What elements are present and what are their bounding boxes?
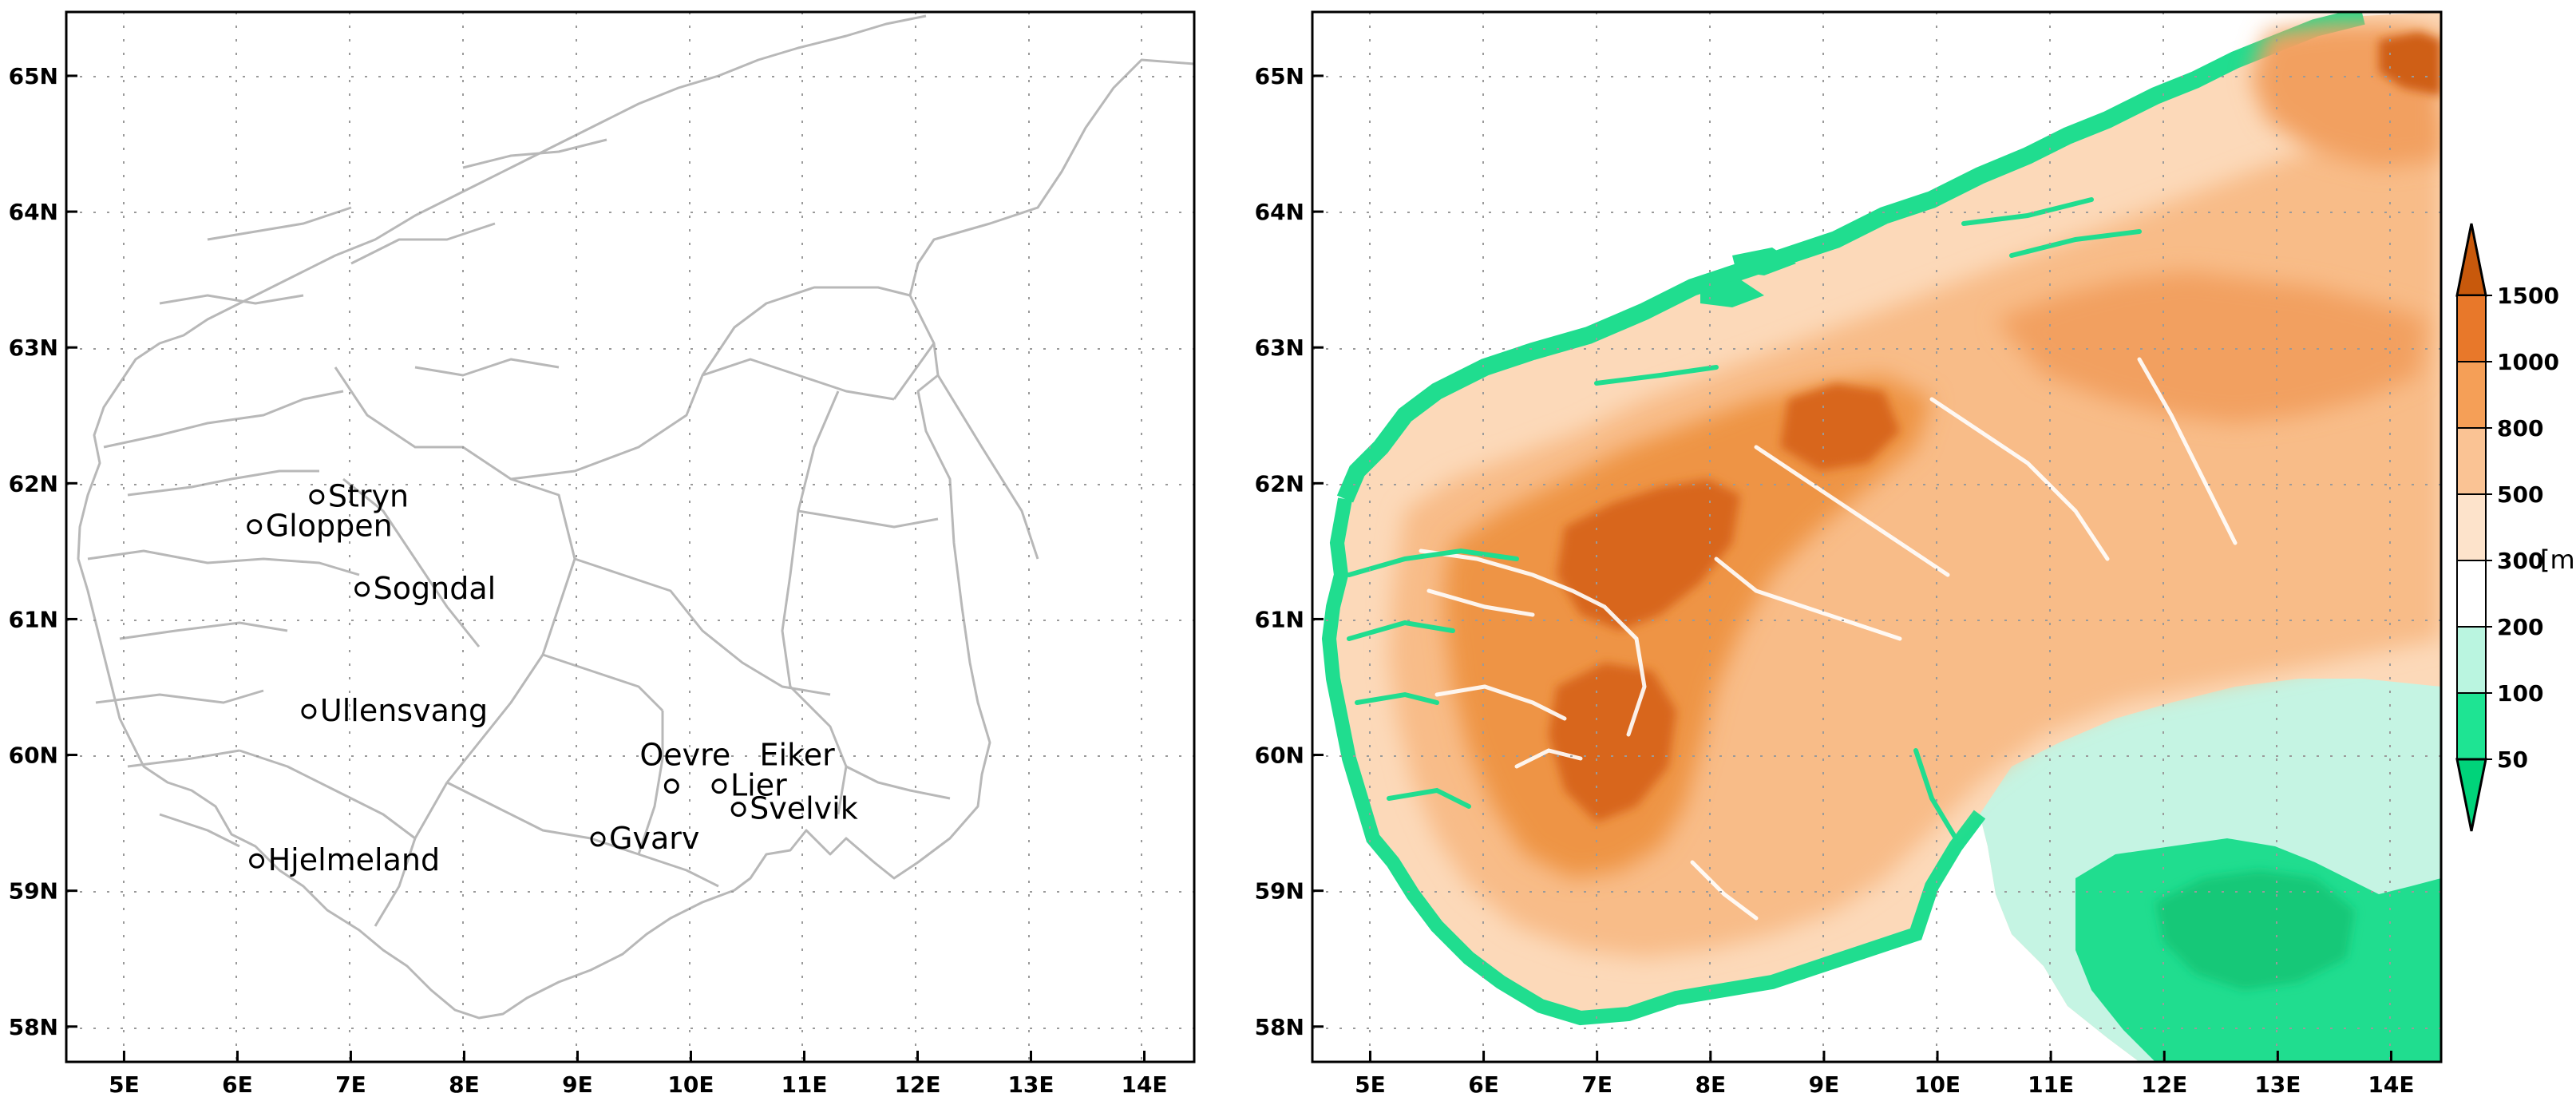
lat-label-63n: 63N bbox=[1255, 335, 1304, 361]
colorbar-segment bbox=[2456, 493, 2487, 561]
station-hjelmeland: Hjelmeland bbox=[249, 842, 441, 877]
station-marker-icon bbox=[354, 581, 370, 597]
lon-label-13e: 13E bbox=[2254, 1071, 2301, 1098]
station-gloppen: Gloppen bbox=[247, 509, 393, 544]
left-latitude-labels: 65N 64N 63N 62N 61N 60N 59N 58N bbox=[9, 63, 58, 1040]
lat-label-65n: 65N bbox=[9, 63, 58, 89]
lon-label-14e: 14E bbox=[2368, 1071, 2414, 1098]
elevation-colorbar: 50 100 200 300 500 800 1000 1500 bbox=[2455, 223, 2559, 832]
lon-label-12e: 12E bbox=[2141, 1071, 2187, 1098]
lat-label-64n: 64N bbox=[1255, 199, 1304, 225]
station-stryn: Stryn bbox=[309, 478, 409, 513]
station-ullensvang: Ullensvang bbox=[301, 693, 488, 728]
lat-label-63n: 63N bbox=[9, 335, 58, 361]
station-label: Gloppen bbox=[266, 509, 393, 544]
lat-label-59n: 59N bbox=[1255, 878, 1304, 905]
lon-label-10e: 10E bbox=[667, 1071, 714, 1098]
lon-label-7e: 7E bbox=[335, 1071, 366, 1098]
lon-label-5e: 5E bbox=[109, 1071, 140, 1098]
lon-label-13e: 13E bbox=[1007, 1071, 1054, 1098]
right-panel-topography-map: 65N 64N 63N 62N 61N 60N 59N 58N 5E 6E 7E 8E 9E 10E 11… bbox=[1255, 10, 2576, 1098]
colorbar-upper-extend bbox=[2455, 223, 2487, 297]
lon-label-8e: 8E bbox=[1696, 1071, 1727, 1098]
colorbar-tick-label: 200 bbox=[2497, 614, 2543, 640]
lat-label-59n: 59N bbox=[9, 878, 58, 905]
lon-label-10e: 10E bbox=[1914, 1071, 1961, 1098]
station-marker-icon bbox=[249, 853, 265, 869]
colorbar-segment bbox=[2456, 427, 2487, 495]
colorbar-tick-label: 50 bbox=[2497, 747, 2528, 773]
station-label: Stryn bbox=[328, 478, 409, 513]
colorbar-tick-label: 500 bbox=[2497, 481, 2543, 508]
colorbar-tick-label: 1500 bbox=[2497, 283, 2559, 309]
station-gvarv: Gvarv bbox=[590, 821, 699, 856]
station-label: Lier bbox=[730, 768, 787, 803]
lat-label-58n: 58N bbox=[1255, 1014, 1304, 1040]
colorbar-segment bbox=[2456, 626, 2487, 694]
colorbar-tick-label: 800 bbox=[2497, 415, 2543, 442]
colorbar-segment bbox=[2456, 361, 2487, 429]
lat-label-64n: 64N bbox=[9, 199, 58, 225]
lon-label-12e: 12E bbox=[894, 1071, 940, 1098]
colorbar-lower-extend bbox=[2455, 758, 2487, 832]
colorbar-segment bbox=[2456, 295, 2487, 362]
lat-label-62n: 62N bbox=[1255, 470, 1304, 497]
lat-label-62n: 62N bbox=[9, 470, 58, 497]
lon-label-9e: 9E bbox=[562, 1071, 593, 1098]
lat-label-61n: 61N bbox=[1255, 606, 1304, 632]
left-axis-ticks bbox=[66, 74, 1146, 1062]
left-longitude-labels: 5E 6E 7E 8E 9E 10E 11E 12E 13E 14E bbox=[109, 1071, 1167, 1098]
colorbar-unit-label: [m] bbox=[2540, 545, 2576, 575]
station-sogndal: Sogndal bbox=[354, 571, 497, 606]
station-label: Ullensvang bbox=[320, 693, 488, 728]
right-longitude-labels: 5E 6E 7E 8E 9E 10E 11E 12E 13E 14E bbox=[1355, 1071, 2414, 1098]
lon-label-6e: 6E bbox=[222, 1071, 253, 1098]
lat-label-60n: 60N bbox=[9, 743, 58, 769]
station-oevre-eiker: Oevre Eiker bbox=[639, 738, 835, 794]
right-latitude-labels: 65N 64N 63N 62N 61N 60N 59N 58N bbox=[1255, 63, 1304, 1040]
lon-label-14e: 14E bbox=[1121, 1071, 1167, 1098]
station-marker-icon bbox=[663, 778, 679, 794]
lon-label-6e: 6E bbox=[1468, 1071, 1499, 1098]
lon-label-8e: 8E bbox=[449, 1071, 480, 1098]
left-coastline-and-borders bbox=[77, 14, 1194, 1020]
colorbar-segment bbox=[2456, 692, 2487, 760]
lat-label-60n: 60N bbox=[1255, 743, 1304, 769]
lon-label-9e: 9E bbox=[1809, 1071, 1840, 1098]
station-label: Gvarv bbox=[609, 821, 699, 856]
station-label: Sogndal bbox=[374, 571, 497, 606]
station-label: Hjelmeland bbox=[268, 842, 441, 877]
station-marker-icon bbox=[309, 489, 325, 505]
lon-label-11e: 11E bbox=[781, 1071, 827, 1098]
colorbar-tick-label: 1000 bbox=[2497, 349, 2559, 375]
station-svelvik: Svelvik bbox=[730, 791, 858, 826]
station-marker-icon bbox=[590, 831, 606, 847]
station-label: Svelvik bbox=[750, 791, 858, 826]
station-marker-icon bbox=[730, 802, 746, 818]
colorbar-tick-label: 300 bbox=[2497, 548, 2543, 574]
station-marker-icon bbox=[711, 778, 727, 794]
lat-label-61n: 61N bbox=[9, 606, 58, 632]
lon-label-5e: 5E bbox=[1355, 1071, 1386, 1098]
station-marker-icon bbox=[247, 519, 263, 535]
lon-label-7e: 7E bbox=[1581, 1071, 1612, 1098]
colorbar-segment bbox=[2456, 560, 2487, 628]
station-lier: Lier bbox=[711, 768, 787, 803]
lon-label-11e: 11E bbox=[2028, 1071, 2074, 1098]
lat-label-58n: 58N bbox=[9, 1014, 58, 1040]
station-marker-icon bbox=[301, 703, 317, 719]
lat-label-65n: 65N bbox=[1255, 63, 1304, 89]
right-axis-ticks bbox=[1312, 74, 2392, 1062]
colorbar-tick-label: 100 bbox=[2497, 680, 2543, 707]
station-label: Oevre Eiker bbox=[639, 738, 835, 773]
